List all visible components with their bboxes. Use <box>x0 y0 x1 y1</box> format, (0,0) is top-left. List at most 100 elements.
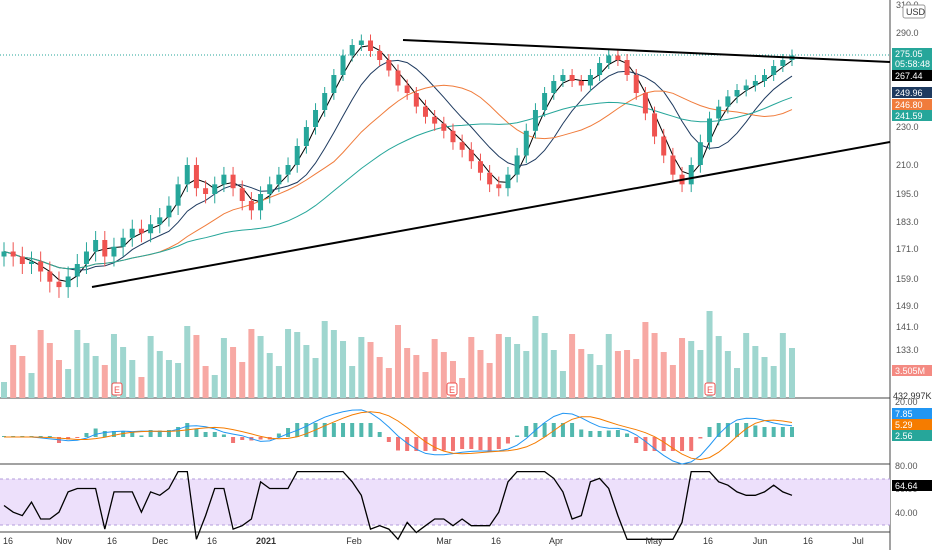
volume-bar <box>669 365 676 398</box>
candle-body <box>65 276 71 288</box>
candle-body <box>652 113 658 137</box>
volume-bar <box>779 333 786 398</box>
candle-body <box>166 205 172 218</box>
candle-body <box>413 93 419 107</box>
candle-body <box>129 228 135 238</box>
volume-bar <box>468 337 475 398</box>
volume-bar <box>349 366 356 398</box>
macd-bar <box>579 429 584 437</box>
macd-bar <box>771 427 776 437</box>
price-tick: 183.0 <box>896 217 919 227</box>
macd-bar <box>386 437 391 442</box>
volume-bar <box>706 311 713 398</box>
volume-bar <box>743 333 750 398</box>
macd-bar <box>551 423 556 437</box>
time-tick: Nov <box>56 536 73 546</box>
earnings-marker[interactable] <box>704 382 716 396</box>
volume-bar <box>367 342 374 398</box>
volume-bar <box>569 334 576 398</box>
macd-bar <box>780 427 785 437</box>
candle-body <box>212 184 218 194</box>
macd-badge <box>892 408 932 419</box>
macd-bar <box>212 432 217 437</box>
time-tick: Feb <box>346 536 362 546</box>
candle-body <box>248 201 254 211</box>
volume-bar <box>110 334 117 398</box>
volume-bar <box>789 348 795 398</box>
candle-body <box>450 130 456 143</box>
macd-bar <box>496 437 501 449</box>
earnings-label: E <box>707 385 713 395</box>
upper-trendline[interactable] <box>402 39 891 63</box>
volume-bar <box>651 333 658 398</box>
volume-bar <box>514 344 521 398</box>
time-tick: Apr <box>549 536 563 546</box>
candle-body <box>771 66 777 75</box>
volume-bar <box>83 343 90 398</box>
candle-body <box>487 172 493 185</box>
volume-bar <box>605 334 612 398</box>
candle-body <box>203 188 209 194</box>
rsi-value: 64.64 <box>895 481 918 491</box>
macd-bar <box>130 432 135 437</box>
volume-bar <box>752 346 759 398</box>
candle-body <box>578 81 584 86</box>
macd-bar <box>75 437 80 438</box>
candle-body <box>477 161 483 173</box>
earnings-marker[interactable] <box>446 382 458 396</box>
candle-body <box>743 85 749 90</box>
rsi-tick-40: 40.00 <box>895 508 918 518</box>
candle-body <box>138 228 144 234</box>
candle-body <box>10 251 16 257</box>
volume-bar <box>330 330 337 398</box>
macd-bar <box>231 437 236 443</box>
currency-badge[interactable] <box>902 4 926 19</box>
volume-bar <box>138 377 145 398</box>
candle-body <box>267 184 273 194</box>
candle-body <box>734 90 740 97</box>
volume-bar <box>495 334 502 398</box>
ma-badge-2 <box>892 87 932 98</box>
macd-bar <box>652 437 657 451</box>
macd-bar <box>139 435 144 437</box>
candle-body <box>624 60 630 75</box>
last-price-badge <box>892 48 932 70</box>
ma-badge-4 <box>892 110 932 121</box>
macd-bar <box>405 437 410 451</box>
macd-bar <box>66 437 71 440</box>
lower-trendline[interactable] <box>91 141 891 288</box>
candle-body <box>569 75 575 81</box>
macd-bar <box>790 427 794 437</box>
price-tick: 195.0 <box>896 189 919 199</box>
macd-signal-line <box>4 411 793 461</box>
volume-bar <box>532 316 539 398</box>
macd-bar <box>286 428 291 437</box>
candle-body <box>83 251 89 264</box>
time-tick: 16 <box>3 536 13 546</box>
macd-bar <box>441 437 446 451</box>
macd-bar <box>707 427 712 437</box>
price-tick: 149.0 <box>896 301 919 311</box>
earnings-marker[interactable] <box>111 382 123 396</box>
volume-bar <box>1 382 7 398</box>
time-tick: 16 <box>803 536 813 546</box>
candle-body <box>633 75 639 93</box>
macd-bar <box>487 437 492 451</box>
rsi-path <box>3 470 793 541</box>
volume-bar <box>404 348 411 398</box>
macd-bar <box>194 429 199 437</box>
candlesticks <box>1 34 795 298</box>
candle-body <box>294 146 300 165</box>
candle-body <box>606 55 612 63</box>
volume-bar <box>761 357 768 398</box>
candle-body <box>221 174 227 185</box>
candle-body <box>532 110 538 131</box>
volume-bar <box>440 352 447 398</box>
volume-bar <box>65 369 72 398</box>
candle-body <box>184 165 190 185</box>
candle-body <box>587 75 593 86</box>
macd-bar <box>716 423 721 437</box>
candle-body <box>523 130 529 156</box>
candle-body <box>111 246 117 257</box>
